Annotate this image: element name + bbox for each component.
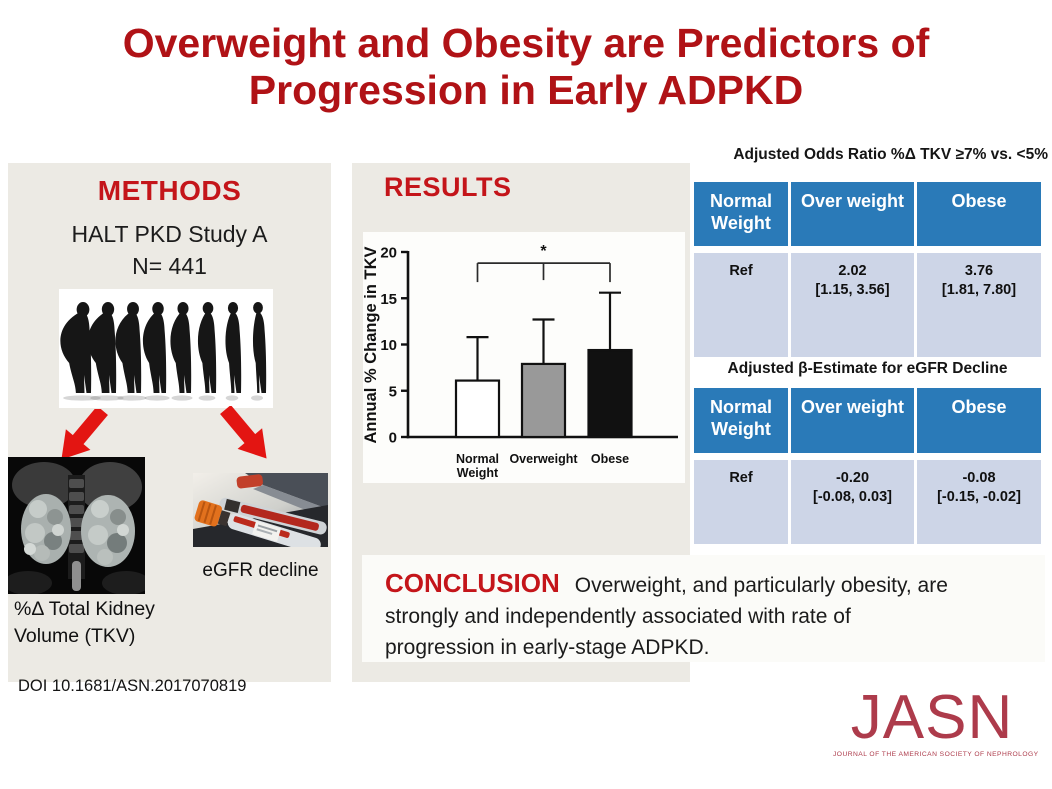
table-header-cell: Normal Weight: [694, 388, 788, 453]
red-arrow-down-left-icon: [61, 409, 108, 460]
table-data-cell: 3.76 [1.81, 7.80]: [917, 253, 1041, 357]
sample-size: N= 441: [132, 253, 207, 279]
table-header-row: Normal Weight Over weight Obese: [694, 182, 1041, 246]
kidney-mri-image: [4, 457, 150, 595]
jasn-logo-wordmark: JASN: [850, 683, 1014, 752]
table-row: Ref 2.02 [1.15, 3.56] 3.76 [1.81, 7.80]: [694, 253, 1041, 357]
svg-text:Overweight: Overweight: [509, 452, 578, 466]
methods-heading: METHODS: [97, 175, 242, 206]
page-title: Overweight and Obesity are Predictors of…: [0, 20, 1052, 114]
jasn-logo: JASN JOURNAL OF THE AMERICAN SOCIETY OF …: [833, 683, 1039, 759]
jasn-logo-subtitle: JOURNAL OF THE AMERICAN SOCIETY OF NEPHR…: [833, 751, 1039, 758]
conclusion-text-1: Overweight, and particularly obesity, ar…: [574, 574, 948, 597]
svg-text:0: 0: [389, 430, 397, 447]
svg-text:Obese: Obese: [591, 452, 629, 466]
table-row: Ref -0.20 [-0.08, 0.03] -0.08 [-0.15, -0.02]: [694, 460, 1041, 544]
page-title-line-2: Progression in Early ADPKD: [248, 67, 804, 113]
blood-tubes-image: [193, 473, 328, 554]
conclusion-line-1: CONCLUSION Overweight, and particularly o…: [385, 568, 1045, 601]
table-header-cell: Obese: [917, 182, 1041, 246]
results-heading: RESULTS: [384, 172, 512, 202]
svg-text:*: *: [540, 243, 547, 260]
conclusion-heading: CONCLUSION: [385, 568, 560, 598]
beta-estimate-table-caption: Adjusted β-Estimate for eGFR Decline: [727, 360, 1008, 377]
svg-text:5: 5: [389, 383, 397, 400]
table-data-cell: Ref: [694, 460, 788, 544]
svg-text:10: 10: [380, 337, 397, 354]
table-data-cell: 2.02 [1.15, 3.56]: [791, 253, 914, 357]
svg-text:Weight: Weight: [457, 466, 499, 480]
red-arrow-down-right-icon: [220, 406, 267, 459]
table-data-cell: -0.20 [-0.08, 0.03]: [791, 460, 914, 544]
blood-sample-tubes-icon: [193, 473, 328, 554]
conclusion-text-3: progression in early-stage ADPKD.: [385, 636, 710, 659]
egfr-decline-label: eGFR decline: [202, 560, 319, 581]
obese-to-thin-silhouettes-icon: [60, 302, 267, 401]
svg-text:Annual % Change in TKV: Annual % Change in TKV: [363, 246, 380, 443]
table-data-cell: -0.08 [-0.15, -0.02]: [917, 460, 1041, 544]
odds-ratio-table-caption: Adjusted Odds Ratio %Δ TKV ≥7% vs. <5%: [733, 146, 1048, 163]
svg-text:20: 20: [380, 245, 397, 262]
body-size-silhouettes-image: [59, 289, 273, 408]
beta-estimate-table: Normal Weight Over weight Obese Ref -0.20 [-0…: [694, 388, 1041, 544]
table-header-row: Normal Weight Over weight Obese: [694, 388, 1041, 453]
odds-ratio-table: Normal Weight Over weight Obese Ref 2.02 [1.1…: [694, 182, 1041, 357]
page-title-line-1: Overweight and Obesity are Predictors of: [122, 20, 930, 66]
table-header-cell: Normal Weight: [694, 182, 788, 246]
tkv-label: %Δ Total Kidney Volume (TKV): [14, 598, 155, 647]
doi-text: DOI 10.1681/ASN.2017070819: [18, 677, 247, 695]
conclusion-panel: CONCLUSION Overweight, and particularly o…: [362, 555, 1045, 662]
table-header-cell: Over weight: [791, 388, 914, 453]
methods-panel: METHODS HALT PKD Study A N= 441: [4, 163, 331, 682]
table-header-cell: Over weight: [791, 182, 914, 246]
table-header-cell: Obese: [917, 388, 1041, 453]
study-name: HALT PKD Study A: [71, 221, 268, 247]
svg-text:15: 15: [380, 291, 397, 308]
svg-text:Normal: Normal: [456, 452, 499, 466]
tkv-bar-chart: 0 5 10 15 20 Annual % Change in TKV * Normal Wei…: [362, 232, 685, 483]
conclusion-text-2: strongly and independently associated wi…: [385, 605, 851, 628]
table-data-cell: Ref: [694, 253, 788, 357]
polycystic-kidney-mri-icon: [4, 457, 150, 595]
